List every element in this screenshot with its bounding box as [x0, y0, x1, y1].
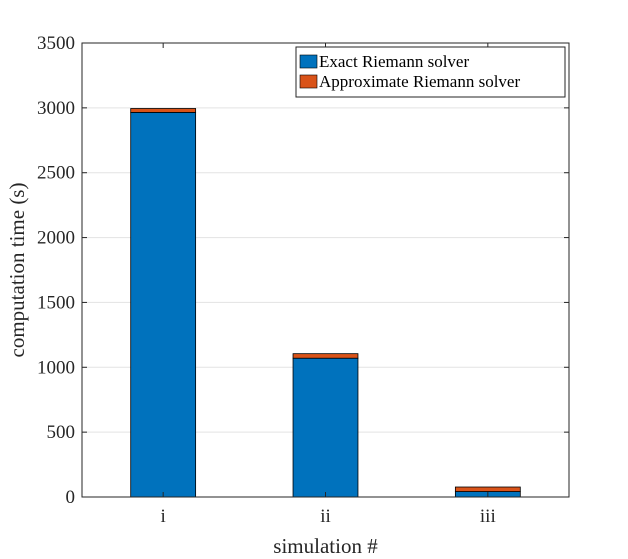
bar-approximate — [130, 108, 197, 113]
legend-swatch-approximate — [299, 74, 318, 89]
y-tick-label: 3500 — [37, 33, 75, 54]
y-tick-label: 2500 — [37, 163, 75, 184]
y-tick-label: 500 — [47, 422, 76, 443]
x-tick-label: iii — [480, 506, 496, 527]
bar-approximate — [454, 486, 521, 492]
y-tick-label: 1500 — [37, 292, 75, 313]
x-tick-label: ii — [320, 506, 331, 527]
y-tick-label: 2000 — [37, 228, 75, 249]
y-axis-ticks: 0 500 1000 1500 2000 2500 3000 3500 — [37, 33, 569, 508]
bar-exact — [292, 357, 359, 498]
bar-exact — [130, 111, 197, 498]
y-axis-title: computation time (s) — [5, 183, 29, 358]
x-axis-ticks: i ii iii — [161, 43, 496, 527]
legend: Exact Riemann solver Approximate Riemann… — [295, 46, 566, 98]
bar-approximate — [292, 353, 359, 359]
legend-label-exact: Exact Riemann solver — [319, 52, 469, 71]
y-tick-label: 1000 — [37, 357, 75, 378]
y-tick-label: 3000 — [37, 98, 75, 119]
legend-swatch-exact — [299, 54, 318, 69]
legend-label-approximate: Approximate Riemann solver — [319, 72, 520, 91]
y-tick-label: 0 — [66, 487, 76, 508]
bars — [130, 108, 521, 498]
x-tick-label: i — [161, 506, 166, 527]
legend-box — [295, 46, 566, 98]
x-axis-title: simulation # — [273, 534, 378, 558]
